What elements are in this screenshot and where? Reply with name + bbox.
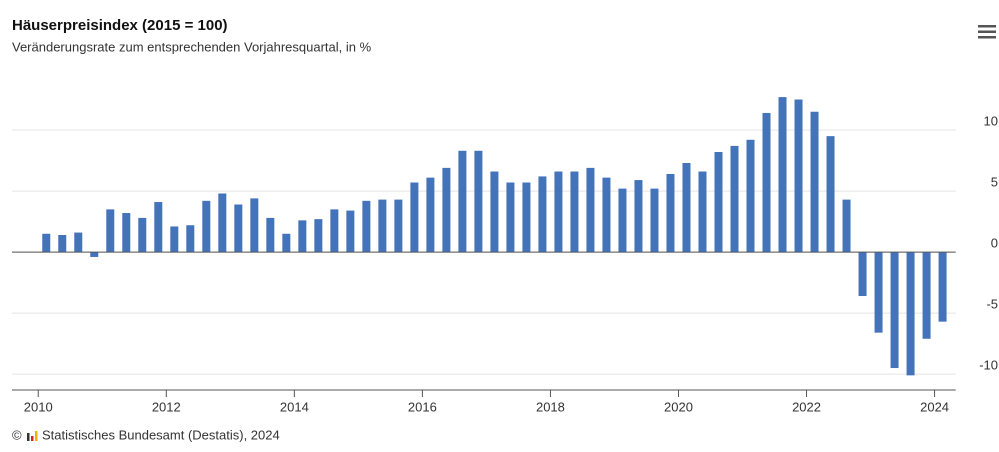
x-tick-label: 2024	[920, 399, 949, 414]
bar	[170, 226, 179, 253]
chart-title: Häuserpreisindex (2015 = 100)	[12, 17, 228, 34]
bar	[650, 188, 659, 253]
menu-bar[interactable]	[978, 30, 996, 34]
source: Statistisches Bundesamt (Destatis), 2024	[42, 427, 280, 442]
bar	[186, 225, 195, 253]
bar	[122, 213, 131, 253]
bar	[250, 198, 259, 253]
bar	[842, 199, 851, 253]
bar	[410, 182, 419, 253]
bar	[874, 252, 883, 333]
bar	[330, 209, 339, 253]
bar	[362, 200, 371, 253]
menu-bar[interactable]	[978, 36, 996, 39]
bar	[490, 171, 499, 253]
bar	[666, 173, 675, 253]
bar	[586, 167, 595, 253]
bar	[858, 252, 867, 297]
y-tick-label: -10	[979, 358, 998, 373]
menu-icon[interactable]	[978, 25, 996, 39]
bar	[474, 150, 483, 253]
logo	[27, 431, 38, 441]
bar	[938, 252, 947, 322]
bar	[794, 99, 803, 253]
x-tick-label: 2014	[280, 399, 309, 414]
bar	[730, 145, 739, 253]
bar	[554, 171, 563, 253]
bar	[314, 219, 323, 253]
y-tick-label: -5	[986, 297, 998, 312]
bar	[762, 112, 771, 253]
bar	[154, 202, 163, 253]
x-tick-label: 2012	[152, 399, 181, 414]
bar	[90, 252, 99, 257]
bar	[906, 252, 915, 376]
bar	[234, 204, 243, 253]
bar	[58, 235, 67, 253]
bar	[826, 136, 835, 253]
bar	[810, 111, 819, 253]
logo-bar	[27, 433, 30, 441]
bar	[378, 199, 387, 253]
y-tick-label: 5	[991, 175, 998, 190]
bar	[202, 200, 211, 253]
bar	[506, 182, 515, 253]
bar	[538, 176, 547, 253]
bar	[42, 233, 51, 253]
x-tick-label: 2018	[536, 399, 565, 414]
bar	[618, 188, 627, 253]
bar	[922, 252, 931, 339]
bar	[570, 171, 579, 253]
bar	[74, 232, 83, 253]
bar	[346, 210, 355, 253]
x-tick-label: 2022	[792, 399, 821, 414]
bar	[890, 252, 899, 369]
y-tick-label: 0	[991, 236, 998, 251]
menu-bar[interactable]	[978, 25, 996, 28]
bar	[218, 193, 227, 253]
bar	[266, 217, 275, 253]
bar	[522, 182, 531, 253]
x-tick-label: 2020	[664, 399, 693, 414]
bar	[282, 233, 291, 253]
logo-bar	[35, 431, 38, 441]
bar	[138, 217, 147, 253]
bar	[458, 150, 467, 253]
bar	[106, 209, 115, 253]
copyright: ©	[12, 427, 22, 442]
bar	[634, 180, 643, 253]
bar	[778, 97, 787, 253]
chart-subtitle: Veränderungsrate zum entsprechenden Vorj…	[12, 39, 372, 54]
bar	[298, 220, 307, 253]
bar	[394, 199, 403, 253]
x-tick-label: 2010	[24, 399, 53, 414]
bar	[602, 177, 611, 253]
bar	[426, 177, 435, 253]
bar	[714, 152, 723, 253]
bar	[682, 162, 691, 253]
logo-bar	[31, 436, 34, 441]
bar	[698, 171, 707, 253]
bar	[442, 167, 451, 253]
x-tick-label: 2016	[408, 399, 437, 414]
y-tick-label: 10	[984, 113, 998, 128]
bar	[746, 139, 755, 253]
